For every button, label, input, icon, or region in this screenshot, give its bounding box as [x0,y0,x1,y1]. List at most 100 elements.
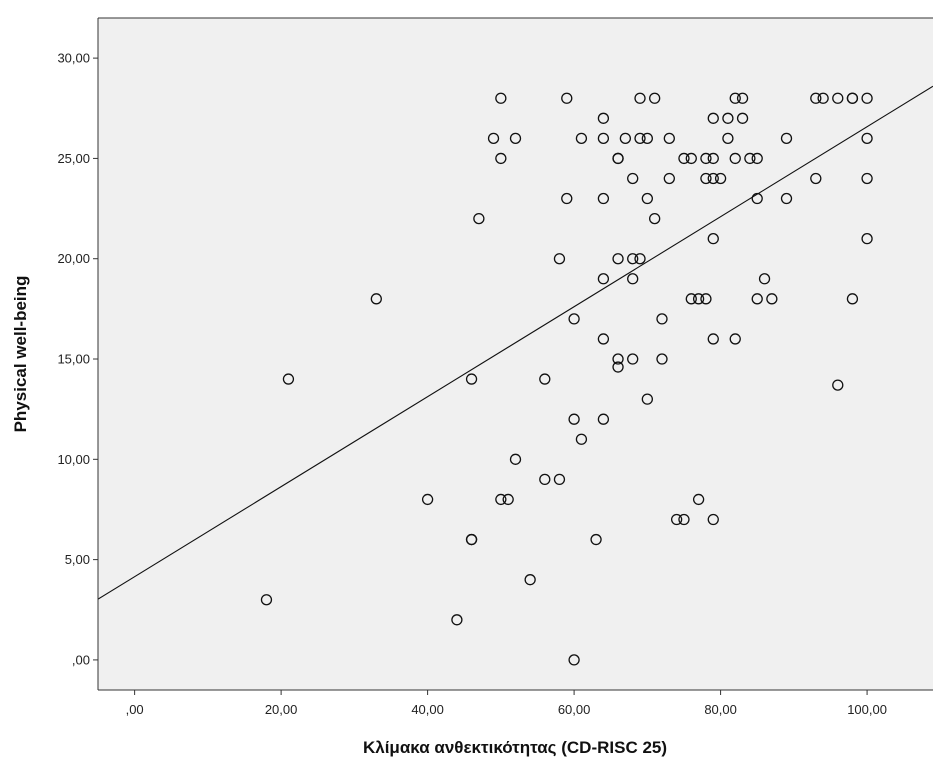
data-point [641,393,653,405]
data-point [502,493,514,506]
x-tick-label: 80,00 [704,702,737,717]
data-point [524,574,536,586]
data-point [685,152,697,165]
data-point [568,413,580,425]
data-point [634,253,646,265]
data-point [649,212,661,225]
data-point [260,594,273,606]
data-point [656,353,668,365]
data-point [722,112,734,124]
data-point [597,333,610,345]
data-point [846,92,859,104]
data-point [729,152,741,165]
data-point [766,293,778,305]
x-tick-label: ,00 [126,702,144,717]
data-point [619,132,632,145]
data-point [707,333,719,345]
y-tick-label: 10,00 [57,452,90,467]
data-point [744,152,756,165]
data-point [597,192,610,205]
data-points-layer [260,92,873,666]
regression-line [98,85,933,600]
data-point [590,533,602,546]
data-point [465,373,478,385]
fit-line-layer [98,85,933,600]
x-tick-label: 20,00 [265,702,298,717]
data-point [568,654,580,666]
data-point [751,192,763,205]
x-axis-ticks: ,00 20,00 40,00 60,00 80,00 100,00 [126,690,887,717]
data-point [707,112,719,124]
data-point [553,253,566,265]
data-point [282,373,295,385]
data-point [649,92,661,104]
data-point [553,473,566,486]
data-point [597,273,610,285]
data-point [707,233,719,245]
data-point [751,152,763,165]
data-point [861,132,873,145]
data-point [612,253,624,265]
data-point [568,313,580,325]
data-point [700,293,712,305]
data-point [627,253,639,265]
data-point [641,132,653,145]
data-point [509,132,522,145]
data-point [832,379,844,391]
data-point [707,513,719,526]
data-point [729,333,741,345]
data-point [780,132,793,145]
data-point [861,92,873,104]
data-point [465,533,478,546]
y-axis-ticks: ,00 5,00 10,00 15,00 20,00 25,00 30,00 [57,51,98,667]
data-point [627,353,639,365]
data-point [700,152,712,165]
data-point [509,453,522,465]
data-point [627,273,639,285]
data-point [817,92,829,104]
data-point [758,273,771,285]
data-point [656,313,668,325]
data-point [846,293,859,305]
data-point [780,192,793,205]
y-tick-label: 5,00 [65,552,90,567]
data-point [692,493,705,506]
x-tick-label: 100,00 [847,702,887,717]
y-tick-label: 30,00 [57,51,90,66]
data-point [641,192,653,205]
y-tick-label: 20,00 [57,251,90,266]
data-point [575,433,588,445]
data-point [810,92,822,104]
data-point [685,293,697,305]
data-point [561,192,573,205]
y-tick-label: ,00 [72,652,90,667]
data-point [736,112,749,124]
data-point [612,361,624,373]
data-point [634,92,646,104]
y-tick-label: 25,00 [57,151,90,166]
data-point [495,493,507,506]
data-point [451,614,463,626]
data-point [751,293,763,305]
plot-content [98,85,933,666]
data-point [714,172,727,185]
data-point [539,473,551,486]
data-point [670,513,683,526]
data-point [370,293,382,305]
plot-area-background [98,18,933,690]
data-point [495,152,507,165]
data-point [495,92,507,104]
data-point [634,132,646,145]
data-point [597,112,610,124]
data-point [678,513,690,526]
data-point [692,293,705,305]
y-tick-label: 15,00 [57,352,90,367]
data-point [861,172,873,185]
data-point [487,132,500,145]
data-point [663,132,675,145]
data-point [575,132,588,145]
x-tick-label: 60,00 [558,702,591,717]
data-point [729,92,741,104]
data-point [561,92,573,104]
x-tick-label: 40,00 [411,702,444,717]
